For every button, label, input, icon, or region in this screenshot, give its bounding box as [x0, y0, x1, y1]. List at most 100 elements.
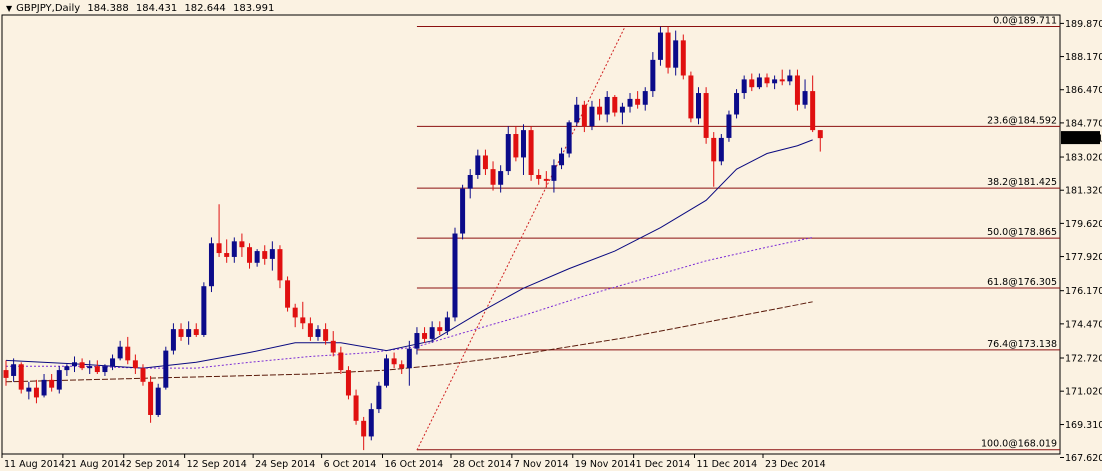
candle-body[interactable]: [772, 79, 778, 84]
candle-body[interactable]: [376, 385, 382, 410]
candle-body[interactable]: [56, 370, 62, 390]
candle-body[interactable]: [749, 79, 755, 88]
candle-body[interactable]: [148, 381, 154, 415]
candle-body[interactable]: [216, 243, 222, 254]
candle-body[interactable]: [498, 171, 504, 185]
candle-body[interactable]: [277, 249, 283, 281]
candle-body[interactable]: [307, 323, 313, 337]
candle-body[interactable]: [688, 75, 694, 119]
candle-body[interactable]: [102, 366, 108, 373]
candle-body[interactable]: [117, 346, 123, 359]
candle-body[interactable]: [460, 188, 466, 234]
candle-body[interactable]: [239, 241, 245, 248]
candle-body[interactable]: [384, 358, 389, 386]
candle-body[interactable]: [132, 360, 138, 369]
candle-body[interactable]: [140, 368, 146, 382]
candle-body[interactable]: [3, 370, 9, 378]
candle-body[interactable]: [741, 79, 747, 94]
candle-body[interactable]: [726, 114, 732, 138]
candle-body[interactable]: [680, 40, 686, 76]
candle-body[interactable]: [696, 93, 702, 119]
candle-body[interactable]: [361, 420, 367, 437]
candle-body[interactable]: [315, 329, 321, 337]
candle-body[interactable]: [406, 348, 412, 369]
candle-body[interactable]: [178, 329, 184, 337]
candle-body[interactable]: [71, 362, 77, 367]
candle-body[interactable]: [597, 106, 603, 115]
candle-body[interactable]: [18, 364, 24, 390]
candle-body[interactable]: [490, 169, 496, 185]
candle-body[interactable]: [422, 333, 428, 339]
candle-body[interactable]: [269, 249, 275, 259]
candle-body[interactable]: [231, 241, 237, 257]
candle-body[interactable]: [475, 155, 481, 175]
candle-body[interactable]: [673, 40, 679, 68]
candle-body[interactable]: [528, 130, 534, 175]
candle-body[interactable]: [619, 106, 625, 113]
candle-body[interactable]: [802, 91, 808, 105]
candle-body[interactable]: [64, 366, 70, 371]
candle-body[interactable]: [505, 134, 511, 172]
candle-body[interactable]: [330, 340, 336, 353]
candle-body[interactable]: [94, 366, 100, 373]
candle-body[interactable]: [566, 122, 572, 154]
candle-body[interactable]: [627, 98, 633, 107]
candle-body[interactable]: [589, 106, 595, 127]
candle-body[interactable]: [810, 91, 816, 131]
candle-body[interactable]: [26, 387, 32, 392]
candle-body[interactable]: [444, 317, 450, 332]
candle-body[interactable]: [787, 75, 793, 82]
candle-body[interactable]: [467, 174, 473, 189]
candle-body[interactable]: [581, 104, 587, 127]
candle-body[interactable]: [779, 79, 785, 82]
candle-body[interactable]: [612, 96, 618, 113]
candle-body[interactable]: [574, 104, 580, 123]
candle-body[interactable]: [323, 329, 329, 341]
candle-body[interactable]: [520, 130, 526, 158]
candle-body[interactable]: [764, 77, 770, 84]
candle-body[interactable]: [338, 352, 344, 371]
candle-body[interactable]: [543, 178, 549, 181]
candle-body[interactable]: [391, 358, 397, 365]
candle-body[interactable]: [756, 77, 762, 88]
candle-body[interactable]: [817, 130, 823, 139]
candle-body[interactable]: [186, 329, 192, 337]
candle-body[interactable]: [452, 233, 458, 318]
candle-body[interactable]: [41, 379, 47, 396]
candle-body[interactable]: [11, 364, 17, 376]
candle-body[interactable]: [49, 379, 55, 388]
candle-body[interactable]: [437, 327, 443, 332]
candle-body[interactable]: [79, 362, 85, 369]
candle-body[interactable]: [247, 247, 253, 263]
candle-body[interactable]: [300, 317, 306, 324]
candle-body[interactable]: [604, 96, 610, 115]
candle-body[interactable]: [254, 251, 260, 263]
candle-body[interactable]: [155, 387, 161, 415]
candle-body[interactable]: [559, 153, 565, 166]
candle-body[interactable]: [368, 409, 374, 437]
candle-body[interactable]: [414, 333, 420, 349]
candle-body[interactable]: [703, 93, 709, 138]
candle-body[interactable]: [345, 370, 351, 396]
candle-body[interactable]: [285, 280, 291, 308]
candle-body[interactable]: [353, 395, 359, 421]
candle-body[interactable]: [208, 243, 214, 287]
candle-body[interactable]: [224, 253, 230, 257]
candle-body[interactable]: [657, 32, 663, 60]
candle-body[interactable]: [399, 364, 405, 369]
candle-body[interactable]: [262, 251, 268, 259]
candle-body[interactable]: [650, 59, 656, 92]
candle-body[interactable]: [110, 358, 116, 367]
candle-body[interactable]: [125, 346, 131, 361]
candle-body[interactable]: [193, 329, 199, 335]
candle-body[interactable]: [87, 366, 93, 369]
candle-body[interactable]: [513, 134, 519, 158]
candle-body[interactable]: [33, 387, 39, 398]
candle-body[interactable]: [794, 75, 800, 105]
candle-body[interactable]: [635, 98, 641, 105]
candle-body[interactable]: [665, 32, 671, 68]
candle-body[interactable]: [642, 91, 648, 105]
candle-body[interactable]: [536, 174, 542, 179]
candle-body[interactable]: [734, 93, 740, 115]
